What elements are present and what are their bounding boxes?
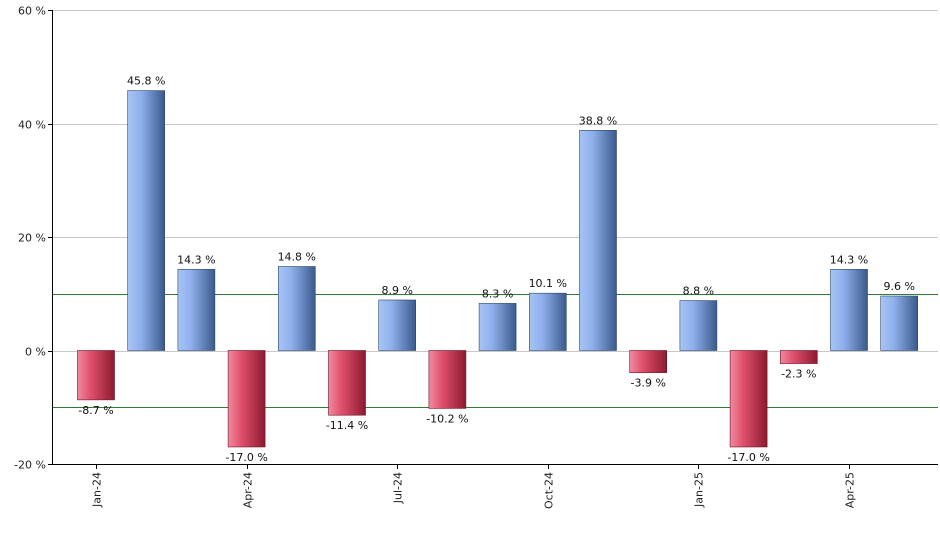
y-tick-label: 0 % [25,346,46,359]
x-tick-label: Jan-25 [693,472,706,508]
x-tick-label: Oct-24 [543,472,556,509]
bars [77,90,919,448]
data-label: 9.6 % [883,280,914,293]
y-tick-label: 20 % [18,232,46,245]
bar-positive [478,303,517,351]
bar-positive [127,90,165,351]
bar-negative [729,350,768,448]
bar-positive [277,266,316,351]
data-label: 10.1 % [529,277,567,290]
y-tick-label: 60 % [18,5,46,18]
data-label: -10.2 % [426,412,468,425]
data-label: 8.3 % [482,287,513,300]
data-label: -17.0 % [225,451,267,464]
bar-positive [679,300,718,351]
x-tick-label: Apr-25 [844,472,857,508]
axes: -20 % 0 % 20 % 40 % 60 % Jan-24 Apr-24 Jul-24 Oc… [14,5,938,509]
bar-positive [880,295,919,351]
bar-positive [378,299,417,351]
data-label: -17.0 % [727,451,769,464]
bar-negative [629,350,668,373]
x-tick-label: Jan-24 [91,472,104,508]
x-tick-label: Apr-24 [242,472,255,508]
data-label: -11.4 % [326,419,368,432]
data-label: 8.9 % [381,284,412,297]
bar-negative [77,350,115,401]
grid-lines [52,10,938,465]
data-labels: -8.7 % 45.8 % 14.3 % -17.0 % 14.8 % -11.4 % 8.… [78,75,915,464]
bar-positive [528,292,567,351]
bar-positive [177,269,216,351]
y-tick-label: 40 % [18,119,46,132]
data-label: 8.8 % [683,285,714,298]
data-label: 38.8 % [579,114,617,127]
data-label: 14.3 % [830,253,868,266]
bar-positive [579,130,617,351]
bar-positive [830,269,868,351]
x-tick-label: Jul-24 [392,472,405,504]
bar-negative [227,350,266,448]
data-label: 14.3 % [177,253,215,266]
data-label: 45.8 % [127,75,165,88]
data-label: 14.8 % [278,251,316,264]
data-label: -3.9 % [630,377,665,390]
bar-negative [328,350,366,416]
data-label: -8.7 % [78,404,113,417]
data-label: -2.3 % [781,368,816,381]
bar-negative [428,350,467,409]
y-tick-label: -20 % [14,459,46,472]
bar-negative [779,350,818,364]
